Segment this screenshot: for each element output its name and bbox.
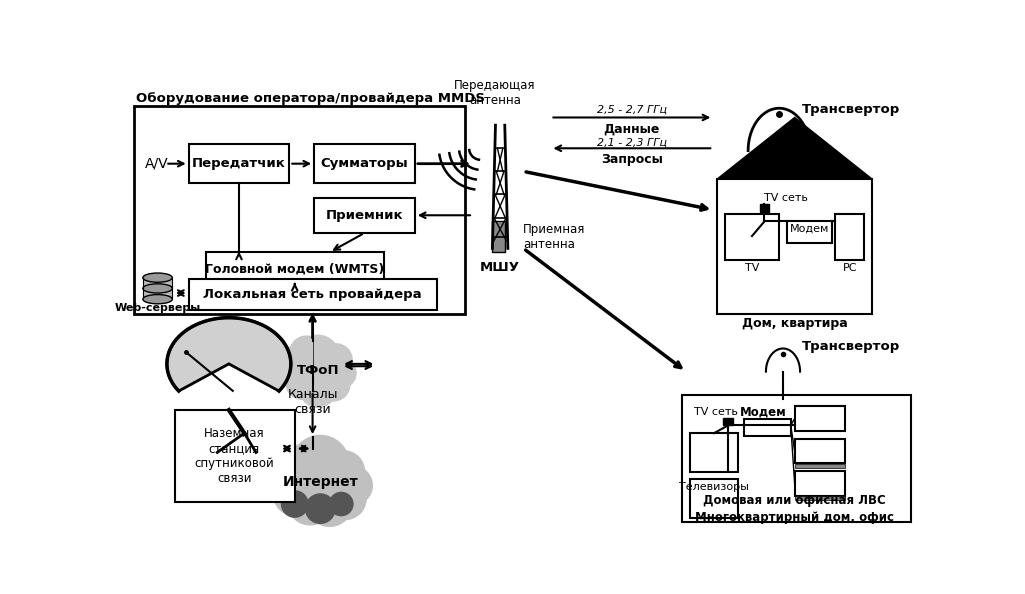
Text: РС: РС — [843, 263, 857, 273]
Bar — [683, 394, 911, 522]
Text: Наземная
станция
спутниковой
связи: Наземная станция спутниковой связи — [195, 427, 274, 485]
Bar — [787, 222, 832, 243]
Text: Web-серверы: Web-серверы — [115, 304, 201, 314]
Bar — [794, 438, 845, 463]
Text: Трансвертор: Трансвертор — [803, 103, 901, 116]
Text: 2,5 - 2,7 ГГц: 2,5 - 2,7 ГГц — [597, 105, 667, 115]
Text: А/V: А/V — [146, 157, 169, 170]
Text: Локальная сеть провайдера: Локальная сеть провайдера — [203, 288, 422, 301]
Bar — [142, 277, 172, 289]
Polygon shape — [718, 118, 872, 179]
Text: Приемник: Приемник — [326, 208, 403, 222]
Circle shape — [287, 479, 333, 526]
Text: TV: TV — [745, 263, 760, 273]
Circle shape — [289, 336, 324, 369]
Text: Модем: Модем — [789, 224, 829, 234]
Circle shape — [273, 473, 317, 516]
Text: Передающая
антенна: Передающая антенна — [454, 79, 535, 107]
Text: Передатчик: Передатчик — [192, 157, 286, 170]
Circle shape — [268, 459, 311, 503]
Circle shape — [324, 477, 367, 520]
Circle shape — [285, 366, 320, 400]
Text: Трансвертор: Трансвертор — [803, 340, 901, 353]
Text: Каналы
связи: Каналы связи — [287, 388, 338, 416]
Text: Оборудование оператора/провайдера MMDS: Оборудование оператора/провайдера MMDS — [136, 91, 485, 105]
Circle shape — [298, 369, 337, 407]
Text: Модем: Модем — [740, 406, 787, 419]
Circle shape — [317, 368, 351, 402]
Text: МШУ: МШУ — [480, 261, 520, 274]
Text: Сумматоры: Сумматоры — [321, 157, 408, 170]
Bar — [142, 289, 172, 299]
Text: TV сеть: TV сеть — [764, 193, 808, 203]
Bar — [690, 479, 738, 518]
Bar — [189, 144, 289, 183]
Bar — [794, 464, 845, 468]
Text: 2,1 - 2,3 ГГц: 2,1 - 2,3 ГГц — [597, 137, 667, 147]
Text: Головной модем (WMTS): Головной модем (WMTS) — [205, 263, 384, 276]
Bar — [744, 419, 790, 436]
Text: Приемная
антенна: Приемная антенна — [524, 223, 585, 251]
Bar — [134, 106, 465, 314]
Bar — [718, 179, 872, 314]
Bar — [794, 497, 845, 500]
Circle shape — [322, 450, 365, 493]
Text: Телевизоры: Телевизоры — [680, 482, 749, 492]
Text: Дом, квартира: Дом, квартира — [742, 317, 848, 330]
Ellipse shape — [142, 273, 172, 282]
Bar — [794, 406, 845, 431]
Circle shape — [333, 466, 373, 505]
Circle shape — [326, 358, 357, 388]
Text: ТФоП: ТФоП — [296, 364, 339, 377]
Text: Запросы: Запросы — [601, 153, 663, 166]
Bar — [725, 214, 779, 260]
Circle shape — [329, 492, 354, 516]
Bar — [760, 204, 769, 212]
Circle shape — [276, 445, 322, 491]
Bar — [723, 418, 734, 425]
Bar — [492, 222, 504, 252]
Text: Данные: Данные — [604, 122, 660, 135]
Circle shape — [278, 355, 312, 388]
Bar — [794, 471, 845, 495]
Bar — [314, 198, 415, 233]
Text: Многоквартирный дом, офис: Многоквартирный дом, офис — [695, 511, 894, 525]
Bar — [174, 410, 295, 503]
Text: TV сеть: TV сеть — [694, 407, 738, 416]
Text: Интернет: Интернет — [283, 475, 358, 489]
Circle shape — [319, 343, 353, 377]
Text: Домовая или офисная ЛВС: Домовая или офисная ЛВС — [703, 494, 886, 507]
Circle shape — [291, 435, 350, 493]
Bar — [314, 144, 415, 183]
Circle shape — [304, 493, 336, 524]
Ellipse shape — [142, 295, 172, 304]
Bar — [189, 279, 437, 310]
Circle shape — [282, 345, 313, 375]
Polygon shape — [167, 318, 291, 391]
Bar — [835, 214, 864, 260]
Ellipse shape — [142, 284, 172, 293]
Circle shape — [296, 334, 339, 378]
Bar — [206, 252, 384, 287]
Circle shape — [306, 481, 353, 527]
Bar — [690, 433, 738, 472]
Circle shape — [281, 490, 309, 518]
